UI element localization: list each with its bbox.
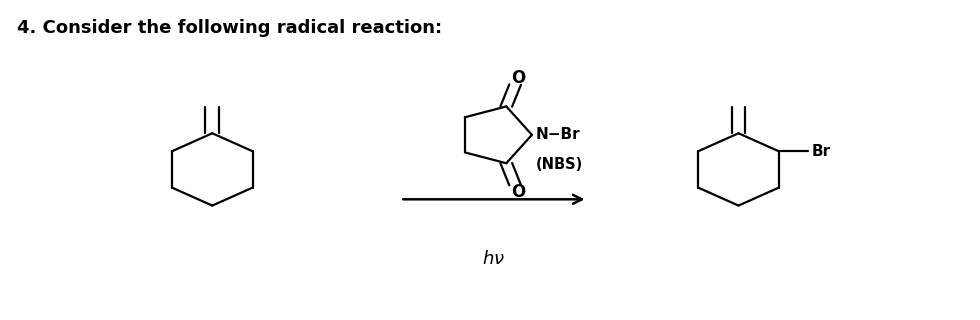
Text: (NBS): (NBS) bbox=[536, 157, 583, 172]
Text: O: O bbox=[511, 69, 525, 87]
Text: $h\nu$: $h\nu$ bbox=[482, 250, 506, 268]
Text: O: O bbox=[511, 183, 525, 201]
Text: 4. Consider the following radical reaction:: 4. Consider the following radical reacti… bbox=[18, 19, 443, 36]
Text: Br: Br bbox=[811, 144, 830, 159]
Text: N−Br: N−Br bbox=[536, 127, 580, 142]
